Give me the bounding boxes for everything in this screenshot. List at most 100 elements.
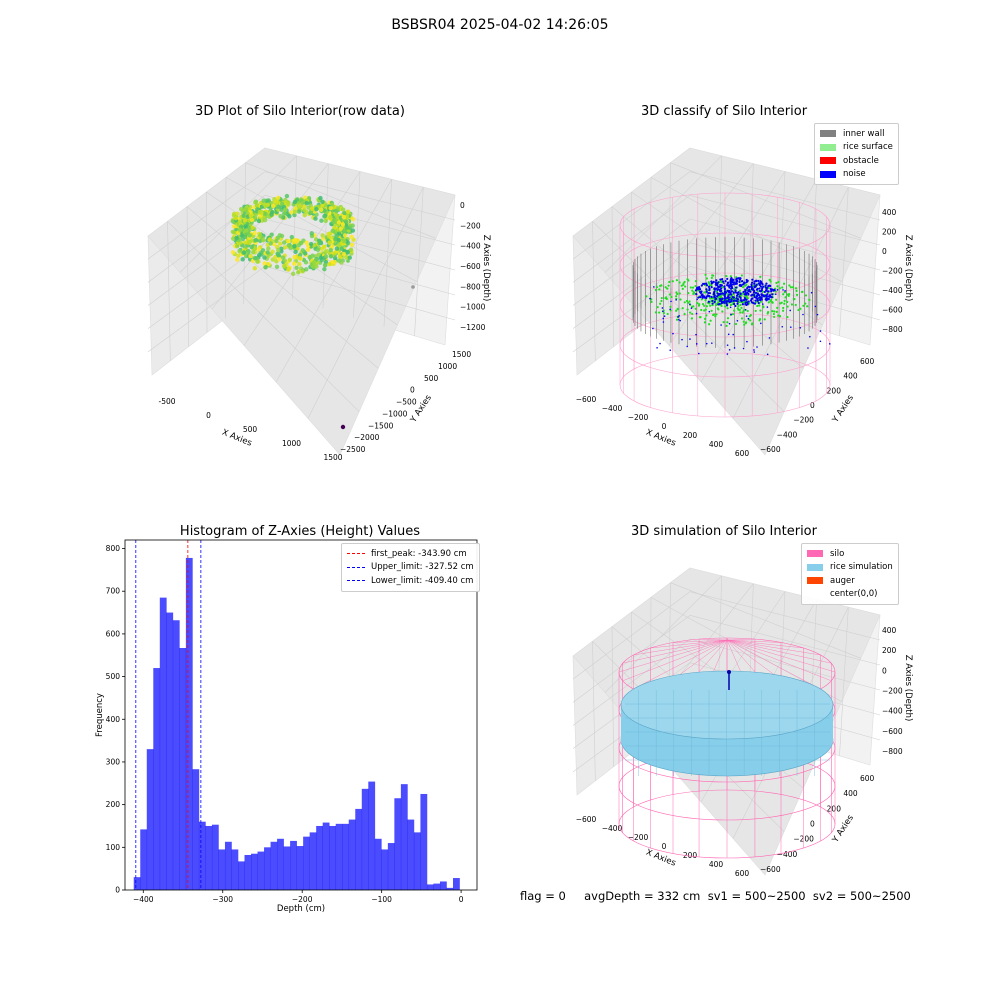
noise-point	[699, 295, 702, 299]
noise-point	[749, 299, 753, 302]
rice-surface-point	[762, 290, 765, 293]
point	[302, 204, 307, 209]
point	[257, 209, 263, 215]
rice-surface-point	[712, 313, 716, 316]
noise-point	[705, 284, 709, 287]
point	[333, 250, 338, 256]
noise-point	[762, 303, 764, 305]
rice-surface-point	[746, 309, 749, 313]
point	[281, 263, 287, 269]
rice-surface-point	[768, 278, 771, 282]
rice-surface-point	[703, 321, 707, 324]
rice-surface-point	[782, 293, 785, 296]
noise-point	[734, 289, 737, 292]
raw-grid	[167, 221, 171, 361]
histogram-bar	[224, 841, 232, 890]
rice-surface-point	[745, 283, 748, 286]
histogram-bar	[303, 836, 310, 890]
noise-point	[759, 280, 762, 283]
simulation-x-tick-label: −200	[628, 833, 649, 842]
rice-surface-point	[782, 282, 786, 285]
noise-point	[753, 349, 755, 351]
histogram-bar	[166, 612, 174, 890]
point	[244, 228, 249, 233]
classify-3d-plot: −600−400−20002004006006004002000−200−400…	[572, 147, 913, 458]
classify-legend: inner wall rice surface obstacle noise	[814, 123, 899, 185]
rice-surface-point	[710, 309, 713, 312]
point	[319, 218, 324, 223]
classify-grid	[689, 242, 881, 296]
point	[251, 250, 256, 255]
noise-point	[765, 286, 769, 290]
histogram-bar	[283, 846, 291, 890]
point	[266, 246, 271, 251]
simulation-3d-plot: −600−400−20002004006006004002000−200−400…	[572, 567, 913, 878]
rice-surface-point	[729, 303, 732, 307]
noise-point	[729, 306, 732, 309]
rice-surface-point	[668, 280, 671, 284]
noise-point	[732, 333, 735, 336]
rice-surface-point	[742, 320, 745, 323]
point	[253, 212, 258, 218]
classify-ylabel: Y Axies	[830, 393, 856, 426]
histogram-bar	[198, 821, 206, 890]
point	[308, 241, 314, 247]
point	[344, 225, 350, 230]
histogram-bar	[348, 819, 356, 890]
legend-item-lower-limit: Lower_limit: -409.40 cm	[347, 574, 474, 588]
point	[297, 203, 303, 209]
noise-point	[672, 332, 674, 335]
classify-z-tick-label: −400	[882, 286, 903, 295]
noise-point	[734, 291, 737, 294]
point	[231, 224, 237, 229]
classify-y-tick-label: 400	[843, 372, 858, 381]
point	[304, 201, 309, 206]
noise-point	[695, 312, 698, 315]
point	[323, 254, 329, 259]
point	[237, 219, 243, 224]
rice-surface-point	[743, 308, 746, 311]
noise-point	[766, 353, 769, 356]
point	[296, 209, 302, 214]
rice-surface-point	[759, 300, 763, 303]
raw-z-tick-label: −600	[460, 262, 481, 271]
point	[237, 249, 242, 254]
rice-surface-point	[683, 280, 686, 284]
rice-surface-point	[725, 274, 728, 278]
rice-surface-point	[660, 296, 663, 300]
rice-surface-point	[710, 276, 713, 279]
legend-label: auger	[830, 575, 855, 586]
rice-surface-point	[681, 287, 684, 290]
y-tick-label: 100	[106, 843, 121, 852]
noise-point	[747, 289, 750, 292]
simulation-grid	[839, 607, 849, 756]
noise-point	[717, 281, 720, 284]
rice-surface-point	[741, 285, 745, 289]
silo-roof-line	[726, 639, 821, 690]
point	[342, 239, 347, 244]
classify-grid	[572, 242, 691, 329]
point	[230, 250, 236, 255]
histogram-bar	[185, 557, 193, 890]
legend-label: silo	[830, 548, 845, 559]
noise-point	[735, 297, 738, 300]
histogram-bar	[257, 851, 265, 890]
rice-surface-point	[686, 278, 689, 281]
raw-z-tick-label: −200	[460, 221, 481, 230]
rice-surface-point	[694, 280, 697, 283]
point	[248, 213, 254, 218]
point	[297, 255, 302, 261]
point	[293, 249, 298, 255]
noise-point	[750, 283, 753, 286]
noise-point	[724, 280, 727, 283]
y-tick-label: 800	[106, 544, 121, 553]
raw-y-tick-label: −2500	[340, 445, 366, 454]
noise-point	[726, 296, 729, 300]
noise-point	[761, 287, 764, 290]
point	[235, 211, 240, 216]
point	[244, 207, 249, 213]
simulation-x-tick-label: 600	[735, 869, 750, 878]
histogram-bar	[355, 808, 363, 890]
figure-suptitle: BSBSR04 2025-04-02 14:26:05	[391, 17, 609, 33]
point	[233, 216, 239, 221]
